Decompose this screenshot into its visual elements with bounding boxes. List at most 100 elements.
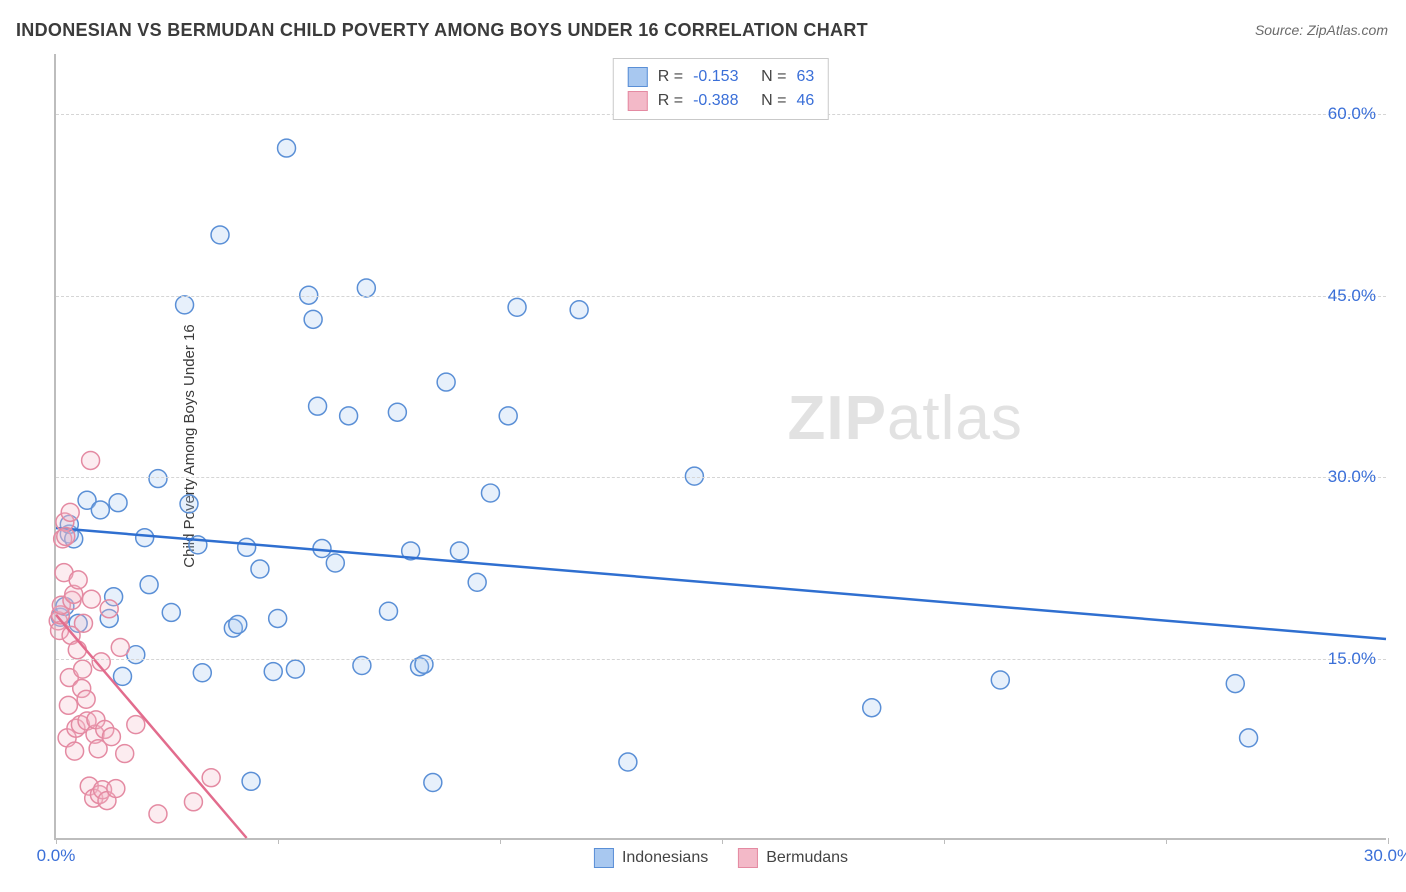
x-tick <box>944 838 945 844</box>
data-point <box>264 663 282 681</box>
data-point <box>340 407 358 425</box>
data-point <box>59 696 77 714</box>
data-point <box>229 616 247 634</box>
data-point <box>69 571 87 589</box>
data-point <box>286 660 304 678</box>
x-tick <box>1166 838 1167 844</box>
data-point <box>111 638 129 656</box>
data-point <box>357 279 375 297</box>
data-point <box>57 527 75 545</box>
data-point <box>75 614 93 632</box>
legend-r-value: -0.153 <box>693 68 751 86</box>
legend-r-value: -0.388 <box>693 92 751 110</box>
data-point <box>309 397 327 415</box>
data-point <box>114 667 132 685</box>
data-point <box>1240 729 1258 747</box>
data-point <box>82 590 100 608</box>
grid-line <box>56 477 1386 478</box>
legend-n-label: N = <box>761 92 786 110</box>
x-tick <box>722 838 723 844</box>
data-point <box>116 745 134 763</box>
y-tick-label: 15.0% <box>1328 649 1376 669</box>
legend-swatch <box>628 91 648 111</box>
data-point <box>619 753 637 771</box>
trend-line <box>56 528 1386 639</box>
data-point <box>269 610 287 628</box>
data-point <box>388 403 406 421</box>
data-point <box>91 501 109 519</box>
data-point <box>211 226 229 244</box>
legend-swatch <box>628 67 648 87</box>
y-tick-label: 60.0% <box>1328 104 1376 124</box>
data-point <box>863 699 881 717</box>
data-point <box>685 467 703 485</box>
data-point <box>499 407 517 425</box>
x-tick-label: 0.0% <box>37 846 76 866</box>
data-point <box>450 542 468 560</box>
data-point <box>278 139 296 157</box>
x-tick <box>1388 838 1389 844</box>
data-point <box>162 603 180 621</box>
x-tick <box>278 838 279 844</box>
data-point <box>238 538 256 556</box>
data-point <box>437 373 455 391</box>
data-point <box>68 641 86 659</box>
chart-svg <box>56 54 1386 838</box>
data-point <box>140 576 158 594</box>
legend-series-label: Indonesians <box>622 849 708 867</box>
data-point <box>107 780 125 798</box>
data-point <box>74 660 92 678</box>
data-point <box>508 298 526 316</box>
legend-n-value: 46 <box>796 92 814 110</box>
legend-r-label: R = <box>658 68 683 86</box>
data-point <box>136 529 154 547</box>
data-point <box>102 728 120 746</box>
x-tick <box>500 838 501 844</box>
grid-line <box>56 296 1386 297</box>
legend-n-label: N = <box>761 68 786 86</box>
data-point <box>100 600 118 618</box>
source-label: Source: ZipAtlas.com <box>1255 22 1388 38</box>
x-tick-label: 30.0% <box>1364 846 1406 866</box>
data-point <box>991 671 1009 689</box>
chart-title: INDONESIAN VS BERMUDAN CHILD POVERTY AMO… <box>16 20 868 41</box>
legend-series-label: Bermudans <box>766 849 848 867</box>
data-point <box>109 494 127 512</box>
legend-swatch <box>738 848 758 868</box>
legend-series-item: Bermudans <box>738 848 848 868</box>
data-point <box>77 690 95 708</box>
data-point <box>82 451 100 469</box>
legend-series: Indonesians Bermudans <box>594 848 848 868</box>
data-point <box>184 793 202 811</box>
data-point <box>66 742 84 760</box>
data-point <box>570 301 588 319</box>
data-point <box>202 769 220 787</box>
grid-line <box>56 659 1386 660</box>
y-tick-label: 45.0% <box>1328 286 1376 306</box>
data-point <box>61 503 79 521</box>
data-point <box>149 470 167 488</box>
legend-n-value: 63 <box>796 68 814 86</box>
data-point <box>481 484 499 502</box>
legend-stat-row: R = -0.153 N = 63 <box>628 65 814 89</box>
legend-series-item: Indonesians <box>594 848 708 868</box>
data-point <box>1226 675 1244 693</box>
data-point <box>176 296 194 314</box>
x-tick <box>56 838 57 844</box>
data-point <box>193 664 211 682</box>
chart-container: INDONESIAN VS BERMUDAN CHILD POVERTY AMO… <box>0 0 1406 892</box>
legend-stat-row: R = -0.388 N = 46 <box>628 89 814 113</box>
data-point <box>326 554 344 572</box>
data-point <box>149 805 167 823</box>
legend-r-label: R = <box>658 92 683 110</box>
data-point <box>180 495 198 513</box>
data-point <box>424 774 442 792</box>
legend-stats: R = -0.153 N = 63 R = -0.388 N = 46 <box>613 58 829 120</box>
data-point <box>468 573 486 591</box>
data-point <box>242 772 260 790</box>
y-tick-label: 30.0% <box>1328 467 1376 487</box>
data-point <box>251 560 269 578</box>
plot-area: Child Poverty Among Boys Under 16 ZIPatl… <box>54 54 1386 840</box>
legend-swatch <box>594 848 614 868</box>
data-point <box>127 716 145 734</box>
